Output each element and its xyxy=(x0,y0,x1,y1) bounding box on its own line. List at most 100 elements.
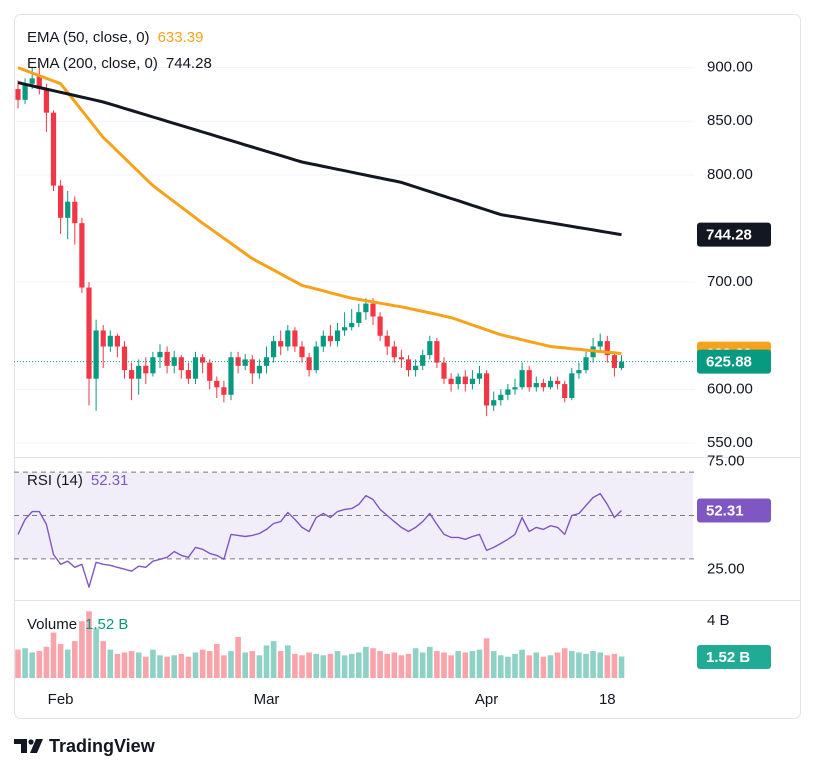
legend-value: 52.31 xyxy=(91,472,129,489)
candle-body xyxy=(391,346,397,358)
candle-body xyxy=(618,361,625,368)
candle-body xyxy=(93,330,99,379)
candle-body xyxy=(384,335,390,347)
volume-badge: 1.52 B xyxy=(697,645,771,669)
candle-body xyxy=(540,382,546,388)
volume-bar xyxy=(15,649,21,678)
volume-bar xyxy=(618,656,625,678)
volume-bar xyxy=(356,652,362,678)
candle-body xyxy=(58,185,64,218)
volume-bar xyxy=(341,655,348,678)
volume-bar xyxy=(206,651,213,678)
candle-body xyxy=(313,346,319,371)
candle-body xyxy=(498,394,504,401)
legend-value: 744.28 xyxy=(166,55,212,72)
legend-value: 1.52 B xyxy=(85,616,128,633)
candle-body xyxy=(334,330,341,342)
y-tick-label: 4 B xyxy=(707,612,730,629)
candle-body xyxy=(398,357,404,360)
legend-name: RSI (14) xyxy=(27,472,83,489)
volume-bar xyxy=(292,653,298,678)
ema-line xyxy=(17,81,622,237)
candle-body xyxy=(349,322,355,328)
candle-body xyxy=(505,389,511,395)
logo-mark xyxy=(14,739,27,753)
volume-bar xyxy=(448,655,454,678)
candle-body xyxy=(484,373,490,406)
volume-bar xyxy=(505,656,511,678)
candle-body xyxy=(86,287,92,379)
volume-bar xyxy=(313,653,319,678)
candle-body xyxy=(22,83,28,100)
candle-body xyxy=(171,357,177,366)
volume-bar xyxy=(171,655,177,678)
volume-bar xyxy=(391,652,398,678)
volume-bar xyxy=(348,653,355,678)
candle-body xyxy=(107,335,113,347)
y-tick-label: 25.00 xyxy=(707,561,745,578)
candle-body xyxy=(604,341,610,356)
candle-body xyxy=(271,341,277,358)
price-badge: 625.88 xyxy=(697,349,771,374)
volume-bar xyxy=(469,651,476,678)
badge-bg xyxy=(697,222,771,247)
candle-body xyxy=(427,341,433,356)
candle-body xyxy=(228,357,234,395)
volume-bar xyxy=(199,649,206,678)
x-tick-label: Feb xyxy=(48,691,74,708)
candle-body xyxy=(242,359,248,366)
candle-body xyxy=(143,365,149,374)
volume-bar xyxy=(398,655,405,678)
candle-body xyxy=(121,346,128,371)
candle-body xyxy=(136,365,142,379)
volume-bar xyxy=(483,638,490,678)
volume-bar xyxy=(57,643,64,678)
volume-bar xyxy=(441,652,447,678)
candle-body xyxy=(342,327,348,331)
volume-bar xyxy=(498,655,504,678)
candle-body xyxy=(455,376,461,385)
candle-body xyxy=(356,312,362,323)
volume-bar xyxy=(476,649,483,678)
volume-bar xyxy=(36,651,43,678)
candle-body xyxy=(519,370,525,388)
volume-bar xyxy=(512,653,518,678)
candle-body xyxy=(178,357,184,371)
candle-body xyxy=(526,370,532,388)
volume-bar xyxy=(93,628,99,678)
volume-bar xyxy=(178,653,185,678)
legend-name: EMA (200, close, 0) xyxy=(27,55,158,72)
candle-body xyxy=(15,89,21,100)
candle-body xyxy=(249,359,255,374)
candle-body xyxy=(221,387,227,395)
volume-bar xyxy=(100,641,106,678)
candle-body xyxy=(434,341,440,363)
candle-body xyxy=(285,330,291,347)
volume-bar xyxy=(150,649,156,678)
candle-body xyxy=(43,89,49,113)
volume-bar xyxy=(611,653,618,678)
volume-bar xyxy=(490,651,497,678)
volume-bar xyxy=(235,636,241,678)
volume-bar xyxy=(370,648,376,678)
candle-body xyxy=(185,370,191,379)
candle-body xyxy=(200,357,206,363)
candle-body xyxy=(441,362,447,379)
candle-body xyxy=(547,380,554,388)
candle-body xyxy=(306,357,312,371)
volume-bar xyxy=(434,651,440,678)
volume-bar xyxy=(554,652,561,678)
y-tick-label: 700.00 xyxy=(707,273,753,290)
candle-body xyxy=(29,78,35,84)
legend-name: Volume xyxy=(27,616,77,633)
legend-entry: EMA (200, close, 0) 744.28 xyxy=(27,55,212,72)
volume-bar xyxy=(214,643,220,678)
volume-bar xyxy=(221,655,227,678)
volume-bar xyxy=(285,645,291,678)
volume-bar xyxy=(143,656,149,678)
candle-body xyxy=(278,341,284,347)
volume-bar xyxy=(256,655,263,678)
legend-entry: RSI (14) 52.31 xyxy=(27,472,128,489)
volume-bar xyxy=(519,649,525,678)
